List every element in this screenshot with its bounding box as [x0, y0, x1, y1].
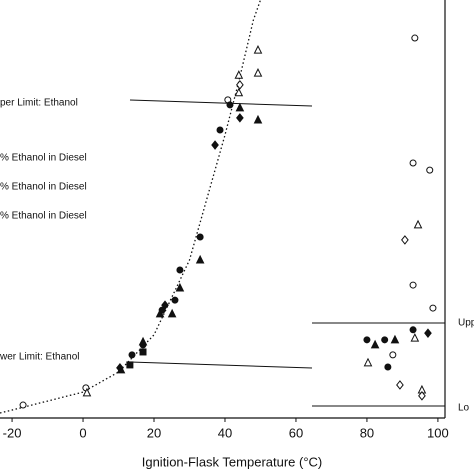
upper-limit-line [129, 99, 313, 107]
point [384, 363, 392, 371]
point [216, 126, 224, 134]
point [429, 304, 437, 312]
point [226, 101, 234, 109]
point [167, 308, 177, 318]
annotation: per Limit: Ethanol [0, 98, 78, 109]
point [389, 351, 397, 359]
point [410, 333, 420, 342]
point [138, 336, 148, 346]
point [401, 235, 409, 245]
point [155, 308, 165, 318]
lower-limit-line [129, 361, 313, 369]
point [171, 296, 179, 304]
point [161, 300, 169, 310]
x-tick-label: 20 [147, 425, 161, 440]
point [196, 233, 204, 241]
point [253, 45, 263, 54]
point [418, 391, 426, 401]
point [128, 351, 136, 359]
point [409, 281, 417, 289]
point [236, 80, 244, 90]
point [409, 159, 417, 167]
point [116, 363, 124, 373]
annotation: % Ethanol in Diesel [0, 182, 87, 193]
point [390, 334, 400, 344]
x-tick-label: 0 [79, 425, 86, 440]
x-tick-label: -20 [3, 425, 22, 440]
x-tick-label: 100 [427, 425, 449, 440]
annotation: Upp [458, 318, 474, 329]
point [236, 113, 244, 123]
point [363, 336, 371, 344]
point [424, 328, 432, 338]
point [82, 387, 92, 397]
point [370, 339, 380, 349]
point [253, 68, 263, 77]
x-axis-title: Ignition-Flask Temperature (°C) [142, 454, 323, 469]
x-tick-label: 40 [218, 425, 232, 440]
annotation: % Ethanol in Diesel [0, 211, 87, 222]
point [396, 380, 404, 390]
point [426, 166, 434, 174]
point [363, 357, 373, 367]
annotation: Lo [458, 403, 470, 414]
point [176, 266, 184, 274]
point [409, 326, 417, 334]
point [253, 114, 263, 124]
point [126, 361, 134, 369]
annotation: % Ethanol in Diesel [0, 153, 87, 164]
point [413, 219, 423, 229]
point [175, 282, 185, 292]
point [234, 87, 244, 97]
point [235, 102, 245, 112]
point [234, 70, 244, 79]
point [211, 140, 219, 150]
x-tick-label: 60 [289, 425, 303, 440]
fit-curve [0, 0, 262, 414]
point [381, 336, 389, 344]
x-tick-label: 80 [360, 425, 374, 440]
point [411, 34, 419, 42]
point [139, 348, 147, 356]
annotation: wer Limit: Ethanol [0, 352, 79, 363]
point [195, 254, 205, 264]
point [19, 401, 27, 409]
